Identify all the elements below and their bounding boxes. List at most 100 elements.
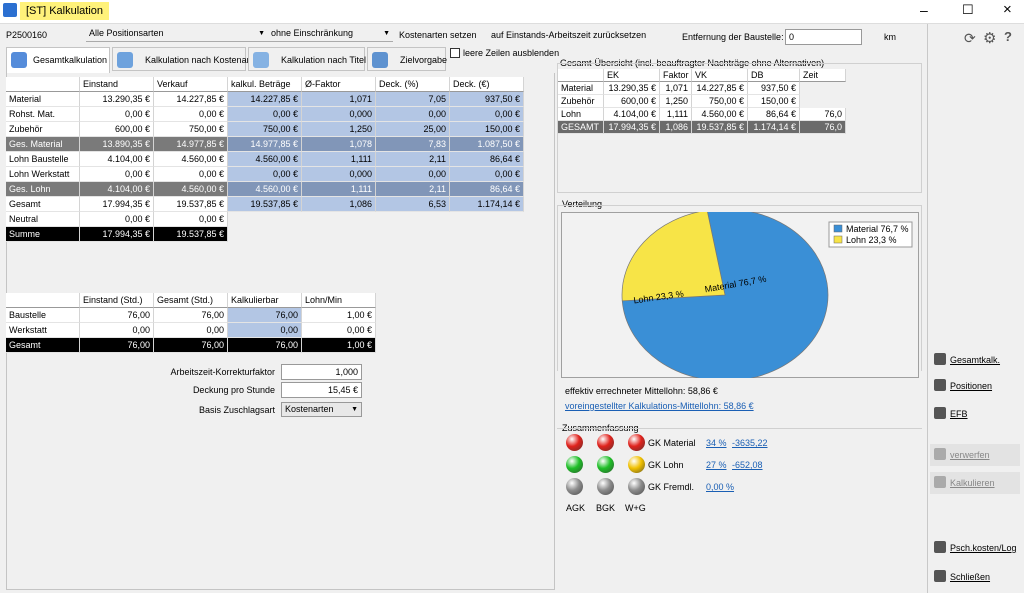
- sidebar-button[interactable]: EFB: [930, 403, 1020, 425]
- tab-label: Gesamtkalkulation: [33, 55, 108, 65]
- sidebar-button[interactable]: Positionen: [930, 375, 1020, 397]
- setting-input[interactable]: 1,000: [281, 364, 362, 380]
- traffic-light: [628, 456, 645, 473]
- summary-amount[interactable]: -652,08: [732, 460, 763, 470]
- hours-table-cell: 0,00: [80, 323, 154, 338]
- main-table-cell: 25,00: [376, 122, 450, 137]
- tab[interactable]: Zielvorgabe: [367, 47, 447, 71]
- main-table-header: Verkauf: [154, 77, 228, 92]
- overview-table-row-label: Lohn: [558, 108, 604, 121]
- overview-table-row-label: Zubehör: [558, 95, 604, 108]
- close-button[interactable]: ×: [1003, 1, 1012, 18]
- main-table-cell: 0,00 €: [228, 107, 302, 122]
- tab[interactable]: Kalkulation nach Titel: [248, 47, 366, 71]
- tab-icon: [11, 52, 27, 68]
- summary-amount[interactable]: -3635,22: [732, 438, 768, 448]
- distance-unit: km: [884, 32, 896, 42]
- set-cost-types-button[interactable]: Kostenarten setzen: [399, 30, 477, 40]
- main-table-cell: 0,00 €: [154, 107, 228, 122]
- hours-table-cell: 76,00: [80, 308, 154, 323]
- settings-icon[interactable]: ⚙: [983, 30, 997, 47]
- hours-table-cell: 0,00: [154, 323, 228, 338]
- restriction-select[interactable]: ohne Einschränkung ▼: [268, 27, 393, 42]
- button-icon: [934, 541, 946, 553]
- overview-table-cell: 76,0: [800, 108, 846, 121]
- main-table-cell: 600,00 €: [80, 122, 154, 137]
- overview-table-cell: 1,071: [660, 82, 692, 95]
- maximize-button[interactable]: ☐: [962, 2, 974, 17]
- dropdown-arrow: ▼: [258, 30, 265, 37]
- main-table-cell: 0,00: [376, 167, 450, 182]
- overview-table-cell: 750,00 €: [692, 95, 748, 108]
- button-label: Positionen: [950, 381, 993, 391]
- distance-label: Entfernung der Baustelle:: [682, 32, 784, 42]
- overview-table-header-first: [558, 69, 604, 82]
- hours-table-header-first: [6, 293, 80, 308]
- main-table-cell: 13.290,35 €: [80, 92, 154, 107]
- main-table-cell: 1,078: [302, 137, 376, 152]
- summary-percent[interactable]: 34 %: [706, 438, 727, 448]
- main-table-cell: 1.087,50 €: [450, 137, 524, 152]
- refresh-icon[interactable]: ⟳: [964, 30, 976, 46]
- setting-label: Deckung pro Stunde: [192, 385, 275, 395]
- hours-table-cell: 1,00 €: [302, 338, 376, 353]
- hours-table-cell: 1,00 €: [302, 308, 376, 323]
- help-icon[interactable]: ?: [1004, 29, 1012, 44]
- overview-table-header: EK: [604, 69, 660, 82]
- overview-table-cell: 1,250: [660, 95, 692, 108]
- hours-table-row-label: Baustelle: [6, 308, 80, 323]
- sidebar-button[interactable]: Gesamtkalk.: [930, 349, 1020, 371]
- summary-percent[interactable]: 27 %: [706, 460, 727, 470]
- setting-input[interactable]: 15,45 €: [281, 382, 362, 398]
- main-table-row-label: Zubehör: [6, 122, 80, 137]
- main-table-cell: 0,00 €: [154, 167, 228, 182]
- basis-select[interactable]: Kostenarten ▼: [281, 402, 362, 417]
- tab[interactable]: Kalkulation nach Kostenart: [112, 47, 252, 71]
- hours-table-cell: 0,00: [228, 323, 302, 338]
- summary-column: W+G: [625, 503, 646, 513]
- app-icon: [3, 3, 17, 17]
- main-table-cell: 0,00 €: [228, 167, 302, 182]
- traffic-light: [566, 456, 583, 473]
- overview-frame: [557, 63, 922, 193]
- sidebar-button: Kalkulieren: [930, 472, 1020, 494]
- overview-table-row-label: GESAMT: [558, 121, 604, 134]
- overview-table-cell: 86,64 €: [748, 108, 800, 121]
- main-table-cell: 6,53: [376, 197, 450, 212]
- traffic-light: [597, 478, 614, 495]
- setting-label: Arbeitszeit-Korrekturfaktor: [170, 367, 275, 377]
- main-table-cell: 1.174,14 €: [450, 197, 524, 212]
- main-table-cell: 0,00 €: [80, 167, 154, 182]
- main-table-cell: 0,00 €: [154, 212, 228, 227]
- hours-table-cell: 0,00 €: [302, 323, 376, 338]
- summary-percent[interactable]: 0,00 %: [706, 482, 735, 492]
- summary-label: GK Material: [648, 438, 696, 448]
- sidebar-button[interactable]: Schließen: [930, 566, 1020, 588]
- overview-table-cell: 14.227,85 €: [692, 82, 748, 95]
- window-title: [ST] Kalkulation: [20, 2, 110, 20]
- reset-work-time-button[interactable]: auf Einstands-Arbeitszeit zurücksetzen: [491, 30, 647, 40]
- legend-swatch: [833, 224, 843, 233]
- hide-empty-checkbox[interactable]: [450, 48, 460, 58]
- sidebar-button[interactable]: Psch.kosten/Log: [930, 537, 1020, 559]
- minimize-button[interactable]: –: [920, 2, 928, 18]
- sidebar-button: verwerfen: [930, 444, 1020, 466]
- overview-table-cell: 150,00 €: [748, 95, 800, 108]
- main-table-cell: 150,00 €: [450, 122, 524, 137]
- main-table-row-label: Lohn Werkstatt: [6, 167, 80, 182]
- title-bar: [ST] Kalkulation – ☐ ×: [0, 0, 1024, 24]
- overview-table-row-label: Material: [558, 82, 604, 95]
- main-table-header: kalkul. Beträge: [228, 77, 302, 92]
- main-table-cell: 86,64 €: [450, 152, 524, 167]
- main-table-header: Deck. (€): [450, 77, 524, 92]
- overview-table-cell: 13.290,35 €: [604, 82, 660, 95]
- tab[interactable]: Gesamtkalkulation: [6, 47, 110, 74]
- distance-input[interactable]: 0: [785, 29, 862, 45]
- button-label: Kalkulieren: [950, 478, 995, 488]
- overview-table-cell: 19.537,85 €: [692, 121, 748, 134]
- dropdown-arrow: ▼: [383, 30, 390, 37]
- main-table-cell: 0,00 €: [80, 107, 154, 122]
- position-filter-select[interactable]: Alle Positionsarten ▼: [86, 27, 268, 42]
- main-table-cell: 14.977,85 €: [154, 137, 228, 152]
- preset-wage-link[interactable]: voreingestellter Kalkulations-Mittellohn…: [565, 401, 754, 411]
